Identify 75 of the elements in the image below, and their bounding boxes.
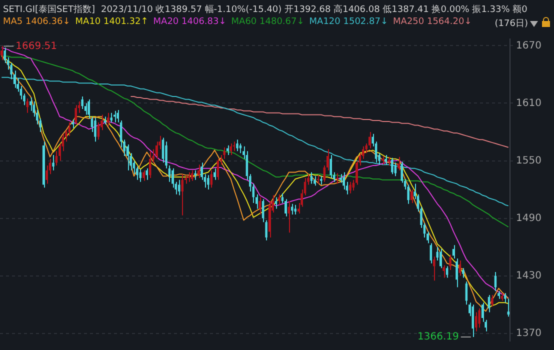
candlestick (116, 109, 119, 123)
text: MA60 1480.67↓ (231, 17, 304, 27)
candlestick (484, 319, 487, 332)
candlestick (107, 112, 110, 127)
candlestick (207, 174, 210, 190)
text: MA5 1406.36↓ (3, 17, 70, 27)
candlestick (449, 254, 452, 271)
candlestick (188, 172, 190, 182)
candlestick (165, 141, 168, 169)
candlestick (398, 156, 400, 171)
candlestick (433, 256, 436, 282)
candlestick (294, 204, 296, 215)
candlestick (330, 154, 332, 179)
candlestick (478, 308, 480, 328)
candlestick (456, 258, 458, 288)
candlestick (81, 96, 84, 110)
candlestick (52, 154, 54, 171)
candlestick (32, 100, 36, 118)
candlestick (384, 154, 387, 166)
candlestick (74, 104, 77, 125)
y-tick-label: 1370 (516, 328, 542, 339)
chart-title: SETI.GI[泰国SET指数] (3, 5, 95, 15)
candlestick (194, 170, 196, 180)
annotation: 1669.51 (16, 40, 57, 52)
y-tick-label: 1430 (516, 270, 542, 282)
candlestick (181, 174, 184, 216)
candlestick (462, 268, 464, 278)
text: MA20 1406.83↓ (153, 17, 226, 27)
candlestick (223, 146, 226, 160)
candlestick (265, 220, 268, 241)
candlestick (200, 162, 203, 180)
candlestick (190, 170, 194, 182)
candlestick (4, 47, 6, 64)
text: (176日) (494, 19, 528, 29)
y-tick-label: 1490 (516, 212, 542, 224)
candlestick (94, 117, 96, 142)
candlestick (30, 96, 32, 112)
candlestick (262, 198, 264, 223)
text: MA10 1401.32↑ (75, 17, 148, 27)
y-tick-label: 1670 (516, 40, 542, 52)
candlestick (113, 110, 116, 123)
text: MA250 1564.20↓ (393, 17, 472, 27)
candlestick (442, 264, 445, 278)
candlestick (446, 266, 448, 278)
candlestick (214, 168, 216, 180)
candlestick (400, 161, 403, 184)
candlestick (0, 46, 3, 61)
candlestick (290, 203, 294, 215)
candlestick (146, 168, 148, 180)
annotation: 1366.19 (418, 332, 459, 343)
candlestick (142, 170, 145, 182)
candlestick (230, 143, 232, 156)
candlestick (162, 137, 164, 164)
candlestick (314, 176, 316, 186)
candlestick (88, 98, 90, 120)
candlestick (239, 143, 242, 154)
candlestick (339, 174, 342, 184)
candlestick (236, 139, 238, 152)
candlestick (258, 196, 261, 215)
chart-subtitle: 2023/11/10 收1389.57 幅-1.10%(-15.40) 开1392.68 高1406.08 低1387.41 换0.00% 振1.33% 额0 (100, 5, 528, 15)
candlestick (342, 172, 345, 190)
candlestick (46, 165, 48, 184)
candlestick (172, 168, 174, 188)
candlestick (274, 196, 278, 210)
y-tick-label: 1610 (516, 98, 542, 109)
text: MA120 1502.87↓ (309, 17, 388, 27)
candlestick (491, 294, 494, 307)
candlestick (349, 181, 352, 194)
candlestick (278, 194, 280, 206)
candlestick (391, 157, 394, 175)
candlestick (110, 112, 112, 123)
candlestick (178, 179, 180, 196)
y-tick-label: 1550 (516, 155, 542, 166)
candlestick (310, 172, 313, 184)
candlestick (336, 172, 338, 184)
